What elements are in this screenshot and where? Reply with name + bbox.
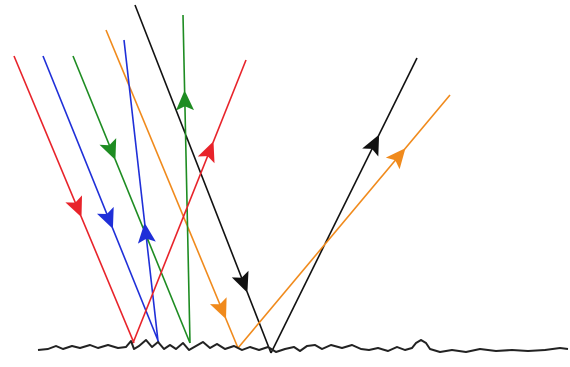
green-incident-ray-arrowhead <box>99 138 117 160</box>
green-reflected-ray-arrowhead <box>176 90 194 111</box>
black-incident-ray <box>135 5 271 353</box>
green-incident-ray <box>73 56 190 343</box>
red-incident-ray <box>14 56 134 343</box>
black-reflected-ray-arrowhead <box>362 134 380 157</box>
blue-reflected-ray <box>124 40 158 341</box>
rays-layer <box>14 5 450 353</box>
blue-reflected-ray-arrowhead <box>137 222 156 244</box>
black-incident-ray-arrowhead <box>231 270 249 293</box>
red-reflected-ray-arrowhead <box>197 141 215 164</box>
blue-incident-ray-arrowhead <box>97 206 114 229</box>
orange-incident-ray <box>106 30 238 348</box>
orange-reflected-ray-arrowhead <box>385 148 406 170</box>
black-reflected-ray <box>271 58 417 353</box>
arrows-layer <box>65 90 406 320</box>
orange-incident-ray-arrowhead <box>210 297 227 320</box>
rough-surface-line <box>38 340 568 352</box>
orange-reflected-ray <box>238 95 450 348</box>
red-reflected-ray <box>133 60 246 343</box>
green-reflected-ray <box>183 15 190 343</box>
blue-incident-ray <box>43 56 159 343</box>
red-incident-ray-arrowhead <box>65 195 82 218</box>
